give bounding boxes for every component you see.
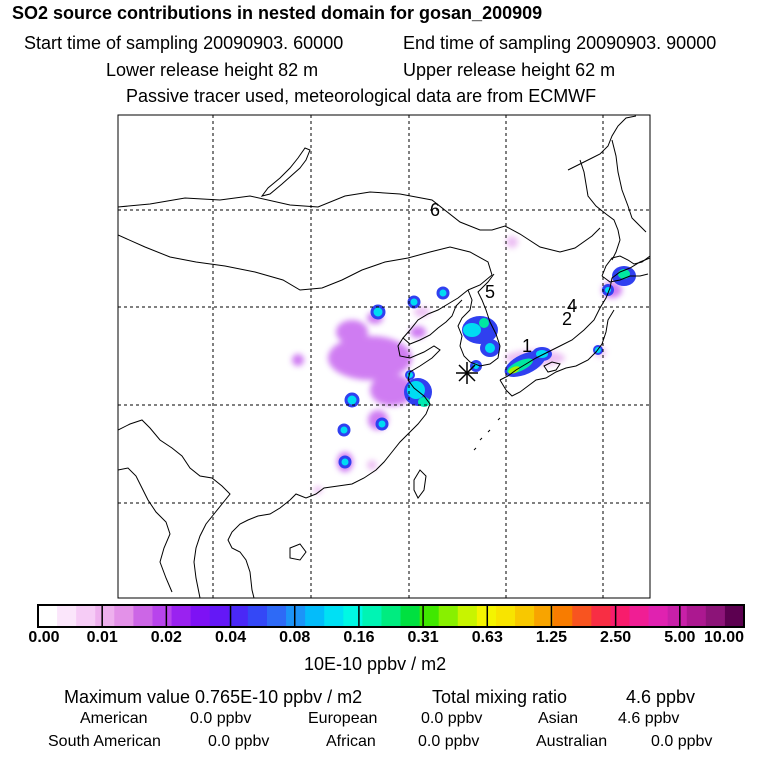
- maximum-value: Maximum value 0.765E-10 ppbv / m2: [64, 687, 363, 707]
- colorbar-tick-label: 0.63: [471, 629, 503, 646]
- marker-1: 1: [522, 336, 532, 356]
- hotspot-ring: [370, 304, 386, 320]
- colorbar-swatch: [705, 605, 726, 627]
- colorbar-tick-label: 0.01: [86, 629, 118, 646]
- plot-title: SO2 source contributions in nested domai…: [12, 3, 543, 23]
- region-african-value: 0.0 ppbv: [418, 733, 480, 750]
- colorbar-swatch: [648, 605, 669, 627]
- hotspot-ring: [436, 286, 450, 300]
- region-asian-value: 4.6 ppbv: [618, 710, 680, 727]
- end-time: End time of sampling 20090903. 90000: [403, 33, 717, 53]
- colorbar-swatch: [76, 605, 96, 627]
- tracer-note: Passive tracer used, meteorological data…: [126, 86, 597, 106]
- colorbar-swatch: [610, 605, 631, 627]
- colorbar-tick-label: 0.02: [150, 629, 182, 646]
- region-european-value: 0.0 ppbv: [421, 710, 483, 727]
- map-frame: [117, 114, 651, 599]
- colorbar-swatch: [324, 605, 344, 627]
- region-australian-value: 0.0 ppbv: [651, 733, 713, 750]
- colorbar-swatch: [495, 605, 516, 627]
- colorbar-swatch: [133, 605, 154, 627]
- colorbar-swatch: [247, 605, 268, 627]
- colorbar-swatch: [286, 605, 306, 627]
- hotspot-cluster-hokkaido: [602, 266, 636, 296]
- upper-release-height: Upper release height 62 m: [403, 60, 616, 80]
- colorbar-swatch: [667, 605, 688, 627]
- colorbar-swatch: [400, 605, 421, 627]
- region-african-name: African: [326, 733, 376, 750]
- colorbar-swatch: [95, 605, 115, 627]
- hotspot-ring: [405, 370, 415, 380]
- colorbar-swatch: [515, 605, 535, 627]
- hotspot-cluster-shanghai: [404, 378, 432, 407]
- region-south-american-name: South American: [48, 733, 161, 750]
- marker-6: 6: [430, 200, 440, 220]
- coastlines: [118, 115, 650, 598]
- colorbar-tick-label: 5.00: [664, 629, 696, 646]
- marker-4: 4: [567, 296, 577, 316]
- colorbar-swatch: [686, 605, 707, 627]
- colorbar-tick-label: 0.31: [407, 629, 439, 646]
- colorbar-swatch: [572, 605, 592, 627]
- colorbar-swatch: [114, 605, 134, 627]
- region-american-value: 0.0 ppbv: [190, 710, 252, 727]
- colorbar-swatch: [190, 605, 211, 627]
- colorbar-swatch: [152, 605, 173, 627]
- colorbar-swatch: [38, 605, 58, 627]
- region-asian-name: Asian: [538, 710, 579, 727]
- total-mixing-ratio-label: Total mixing ratio: [432, 687, 568, 707]
- receptor-star-icon: [456, 362, 478, 384]
- region-south-american-value: 0.0 ppbv: [208, 733, 270, 750]
- colorbar-tick-label: 0.04: [214, 629, 247, 646]
- hotspot-cluster-korea: [462, 316, 500, 372]
- colorbar-swatch: [534, 605, 554, 627]
- hotspot-ring: [375, 417, 389, 431]
- colorbar-swatch: [362, 605, 383, 627]
- colorbar-swatch: [724, 605, 745, 627]
- colorbar-swatch: [457, 605, 478, 627]
- colorbar-swatch: [591, 605, 612, 627]
- colorbar-swatch: [171, 605, 192, 627]
- colorbar-swatch: [343, 605, 363, 627]
- colorbar-tick-label: 1.25: [535, 629, 568, 646]
- colorbar-tick-label: 0.00: [28, 629, 60, 646]
- colorbar-frame: [37, 604, 745, 628]
- total-mixing-ratio-value: 4.6 ppbv: [626, 687, 696, 707]
- region-american-name: American: [80, 710, 148, 727]
- colorbar-swatch: [305, 605, 325, 627]
- colorbar-swatch: [228, 605, 249, 627]
- hotspot-ring: [344, 392, 360, 408]
- colorbar-tick-label: 2.50: [600, 629, 632, 646]
- hotspot-ring: [337, 423, 351, 437]
- marker-5: 5: [485, 282, 495, 302]
- colorbar-tick-label: 10.00: [703, 629, 745, 646]
- grid-lines: [118, 115, 650, 598]
- colorbar-unit: 10E-10 ppbv / m2: [304, 654, 447, 674]
- colorbar-swatch: [553, 605, 573, 627]
- colorbar-swatch: [629, 605, 650, 627]
- colorbar-tick-label: 0.08: [279, 629, 311, 646]
- region-european-name: European: [308, 710, 378, 727]
- colorbar-swatch: [266, 605, 287, 627]
- hotspot-ring: [338, 455, 352, 469]
- hotspot-ring: [407, 295, 421, 309]
- colorbar-swatch: [209, 605, 230, 627]
- colorbar-swatch: [419, 605, 440, 627]
- colorbar-swatch: [57, 605, 77, 627]
- colorbar-tick-label: 0.16: [343, 629, 375, 646]
- region-australian-name: Australian: [536, 733, 608, 750]
- colorbar: [37, 604, 745, 628]
- colorbar-swatch: [438, 605, 459, 627]
- lower-release-height: Lower release height 82 m: [106, 60, 319, 80]
- start-time: Start time of sampling 20090903. 60000: [24, 33, 344, 53]
- marker-2: 2: [562, 309, 572, 329]
- colorbar-swatch: [381, 605, 402, 627]
